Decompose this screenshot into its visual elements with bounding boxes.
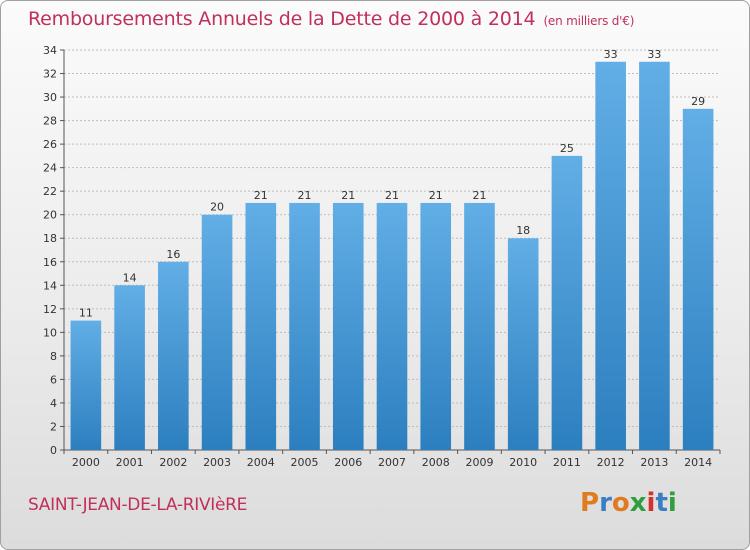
logo-letter: r [599, 488, 612, 518]
logo-letter: o [611, 488, 630, 518]
bar-2010 [507, 238, 539, 450]
bar-2006 [332, 202, 364, 450]
x-tick-label-2002: 2002 [159, 456, 187, 469]
proxiti-logo: Proxiti [580, 488, 677, 518]
value-label-2000: 11 [79, 307, 93, 320]
y-tick-label: 0 [50, 444, 57, 457]
bar-2001 [114, 285, 145, 450]
chart-title: Remboursements Annuels de la Dette de 20… [28, 8, 634, 30]
value-label-2006: 21 [341, 189, 355, 202]
x-tick-label-2000: 2000 [72, 456, 100, 469]
y-tick-label: 16 [43, 256, 57, 269]
y-tick-label: 8 [50, 350, 57, 363]
bar-2011 [551, 155, 583, 450]
x-tick-label-2012: 2012 [597, 456, 625, 469]
x-tick-label-2008: 2008 [422, 456, 450, 469]
bar-2009 [464, 202, 495, 450]
value-label-2008: 21 [429, 189, 443, 202]
x-tick-label-2010: 2010 [509, 456, 537, 469]
x-tick-label-2007: 2007 [378, 456, 406, 469]
logo-letter: t [655, 488, 668, 518]
x-tick-label-2009: 2009 [465, 456, 493, 469]
y-tick-label: 4 [50, 397, 57, 410]
y-tick-label: 20 [43, 209, 57, 222]
bar-2013 [639, 61, 670, 450]
x-tick-label-2014: 2014 [684, 456, 712, 469]
unit-subtitle: (en milliers d'€) [543, 14, 635, 28]
x-tick-label-2006: 2006 [334, 456, 362, 469]
logo-letter: x [629, 488, 647, 518]
logo-letter: P [580, 488, 600, 518]
value-label-2002: 16 [166, 248, 180, 261]
value-labels: 11 14 16 20 21 21 21 21 21 21 18 25 33 33 29 [79, 48, 705, 320]
bars [70, 61, 714, 450]
bar-2008 [420, 202, 452, 450]
y-tick-label: 24 [43, 162, 57, 175]
value-label-2010: 18 [516, 224, 530, 237]
bar-2004 [245, 202, 277, 450]
x-tick-label-2011: 2011 [553, 456, 581, 469]
bar-2000 [70, 320, 102, 450]
bar-2002 [158, 261, 189, 450]
value-label-2001: 14 [123, 271, 137, 284]
x-tick-label-2013: 2013 [640, 456, 668, 469]
bar-2005 [289, 202, 320, 450]
y-tick-label: 28 [43, 115, 57, 128]
logo-letter: i [667, 488, 677, 518]
y-tick-label: 6 [50, 373, 57, 386]
value-label-2012: 33 [604, 48, 618, 61]
x-tick-label-2005: 2005 [291, 456, 319, 469]
y-tick-label: 30 [43, 91, 57, 104]
y-tick-label: 26 [43, 138, 57, 151]
bar-2003 [201, 214, 233, 450]
logo-letter: i [646, 488, 656, 518]
y-tick-label: 18 [43, 232, 57, 245]
y-tick-label: 10 [43, 326, 57, 339]
x-tick-label-2001: 2001 [116, 456, 144, 469]
y-tick-label: 22 [43, 185, 57, 198]
value-label-2011: 25 [560, 142, 574, 155]
value-label-2013: 33 [647, 48, 661, 61]
commune-name: SAINT-JEAN-DE-LA-RIVIèRE [28, 495, 248, 515]
value-label-2003: 20 [210, 201, 224, 214]
title-text: Remboursements Annuels de la Dette de 20… [28, 8, 536, 30]
y-tick-label: 2 [50, 420, 57, 433]
value-label-2014: 29 [691, 95, 705, 108]
value-label-2007: 21 [385, 189, 399, 202]
value-label-2009: 21 [472, 189, 486, 202]
value-label-2004: 21 [254, 189, 268, 202]
bar-2007 [376, 202, 408, 450]
y-tick-label: 32 [43, 68, 57, 81]
value-label-2005: 21 [298, 189, 312, 202]
x-tick-label-2003: 2003 [203, 456, 231, 469]
bar-2014 [682, 108, 714, 450]
x-tick-label-2004: 2004 [247, 456, 275, 469]
y-tick-label: 12 [43, 303, 57, 316]
y-tick-label: 34 [43, 44, 57, 57]
y-tick-label: 14 [43, 279, 57, 292]
bar-2012 [595, 61, 626, 450]
